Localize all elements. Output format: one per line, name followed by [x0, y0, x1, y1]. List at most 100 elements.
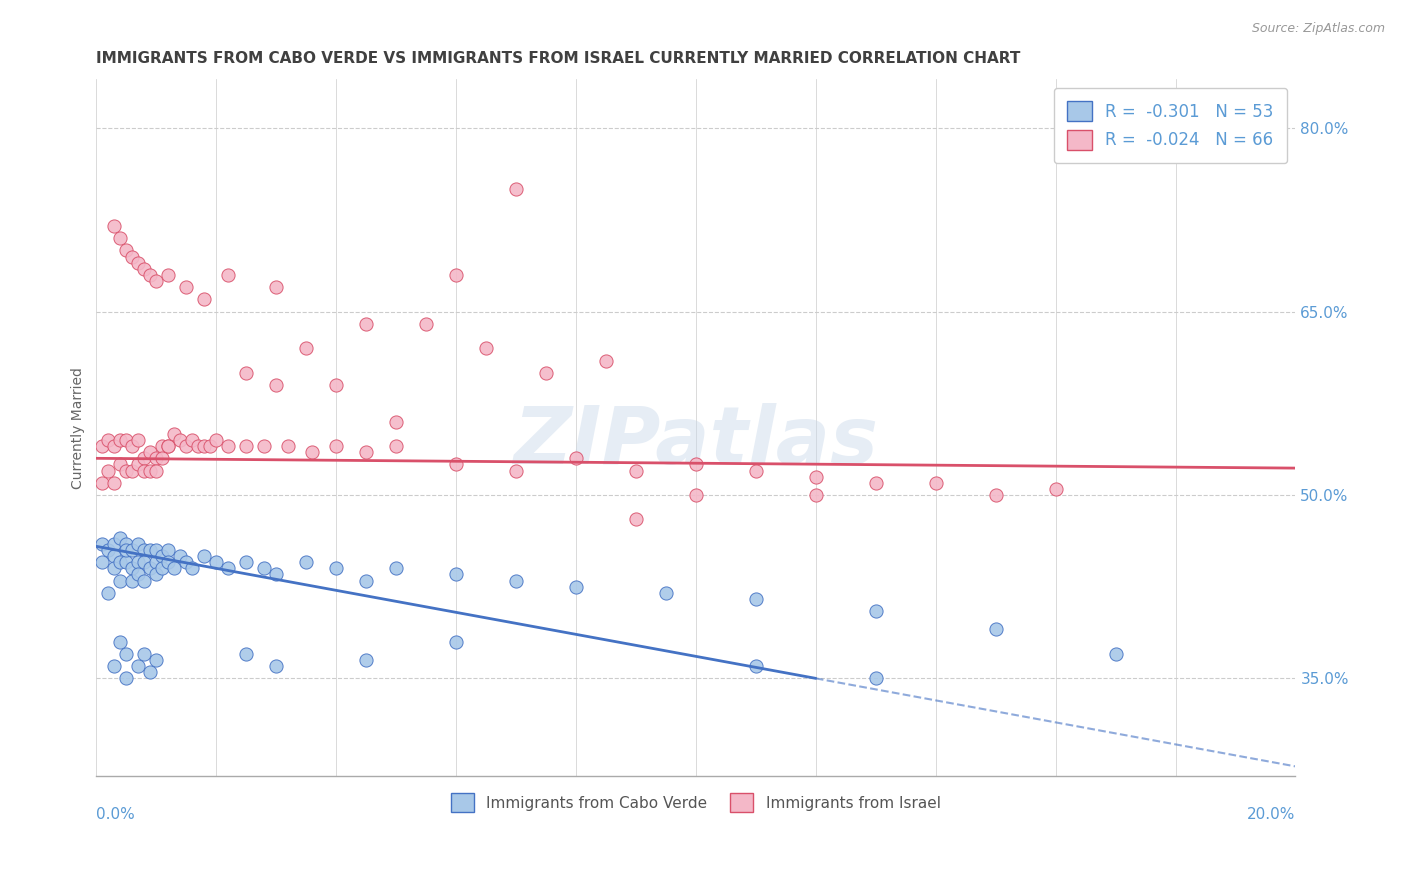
- Point: [139, 665, 162, 680]
- Point: [655, 586, 678, 600]
- Point: [444, 634, 467, 648]
- Point: [157, 543, 180, 558]
- Point: [354, 653, 377, 667]
- Point: [121, 250, 143, 264]
- Point: [134, 555, 156, 569]
- Point: [145, 555, 167, 569]
- Point: [110, 574, 132, 588]
- Point: [97, 586, 120, 600]
- Point: [145, 543, 167, 558]
- Point: [385, 439, 408, 453]
- Point: [169, 433, 191, 447]
- Point: [925, 475, 948, 490]
- Point: [253, 561, 276, 575]
- Point: [415, 317, 437, 331]
- Point: [91, 537, 114, 551]
- Point: [115, 244, 138, 258]
- Point: [745, 591, 768, 606]
- Point: [235, 647, 257, 661]
- Point: [865, 475, 887, 490]
- Point: [110, 458, 132, 472]
- Point: [103, 549, 125, 563]
- Point: [150, 561, 173, 575]
- Point: [325, 378, 347, 392]
- Point: [121, 543, 143, 558]
- Point: [103, 537, 125, 551]
- Text: Source: ZipAtlas.com: Source: ZipAtlas.com: [1251, 22, 1385, 36]
- Point: [181, 561, 204, 575]
- Point: [685, 458, 707, 472]
- Text: 0.0%: 0.0%: [97, 806, 135, 822]
- Point: [103, 561, 125, 575]
- Point: [205, 433, 228, 447]
- Point: [217, 439, 239, 453]
- Point: [385, 561, 408, 575]
- Point: [235, 555, 257, 569]
- Point: [134, 647, 156, 661]
- Point: [385, 415, 408, 429]
- Point: [103, 439, 125, 453]
- Y-axis label: Currently Married: Currently Married: [72, 367, 86, 489]
- Point: [150, 451, 173, 466]
- Point: [157, 439, 180, 453]
- Point: [115, 647, 138, 661]
- Point: [174, 555, 197, 569]
- Point: [110, 231, 132, 245]
- Point: [685, 488, 707, 502]
- Point: [150, 549, 173, 563]
- Point: [97, 543, 120, 558]
- Point: [264, 378, 287, 392]
- Point: [145, 451, 167, 466]
- Point: [110, 555, 132, 569]
- Point: [115, 464, 138, 478]
- Point: [217, 561, 239, 575]
- Point: [354, 445, 377, 459]
- Point: [157, 439, 180, 453]
- Point: [127, 659, 149, 673]
- Point: [115, 433, 138, 447]
- Point: [295, 341, 318, 355]
- Point: [127, 458, 149, 472]
- Point: [984, 623, 1007, 637]
- Point: [235, 439, 257, 453]
- Point: [145, 567, 167, 582]
- Point: [295, 555, 318, 569]
- Point: [354, 317, 377, 331]
- Point: [200, 439, 222, 453]
- Point: [277, 439, 299, 453]
- Point: [145, 464, 167, 478]
- Point: [115, 555, 138, 569]
- Point: [193, 549, 215, 563]
- Point: [121, 439, 143, 453]
- Point: [139, 268, 162, 282]
- Point: [325, 561, 347, 575]
- Point: [595, 353, 617, 368]
- Point: [139, 464, 162, 478]
- Point: [505, 574, 527, 588]
- Point: [97, 433, 120, 447]
- Point: [174, 439, 197, 453]
- Point: [127, 537, 149, 551]
- Point: [103, 659, 125, 673]
- Point: [127, 567, 149, 582]
- Point: [444, 458, 467, 472]
- Point: [534, 366, 557, 380]
- Point: [115, 537, 138, 551]
- Point: [505, 182, 527, 196]
- Point: [181, 433, 204, 447]
- Point: [444, 567, 467, 582]
- Point: [187, 439, 209, 453]
- Text: ZIPatlas: ZIPatlas: [513, 402, 879, 481]
- Point: [134, 261, 156, 276]
- Point: [505, 464, 527, 478]
- Point: [103, 475, 125, 490]
- Point: [127, 256, 149, 270]
- Point: [624, 464, 647, 478]
- Point: [127, 555, 149, 569]
- Point: [157, 555, 180, 569]
- Point: [134, 574, 156, 588]
- Point: [264, 280, 287, 294]
- Point: [475, 341, 498, 355]
- Point: [565, 451, 588, 466]
- Point: [150, 439, 173, 453]
